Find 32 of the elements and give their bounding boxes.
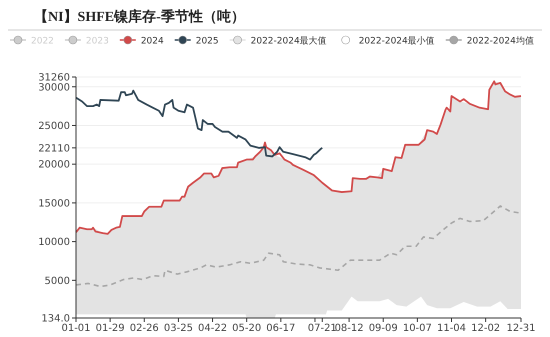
x-tick-label: 10-07 [402,323,432,334]
x-tick-label: 06-17 [266,323,296,334]
x-tick-label: 11-04 [436,323,466,334]
x-tick-label: 01-01 [61,323,91,334]
y-tick-label: 22110 [38,143,70,154]
line-series [75,90,324,160]
x-tick-label: 01-29 [96,323,125,334]
y-tick-label: 30000 [38,82,70,94]
x-tick-label: 02-26 [130,323,159,334]
x-tick-label: 12-31 [506,323,536,334]
x-tick-label: 03-25 [164,323,193,334]
x-tick-label: 09-09 [368,323,398,334]
y-tick-label: 20000 [38,160,70,171]
y-tick-label: 5000 [44,276,70,287]
x-tick-label: 08-12 [334,323,364,334]
line-series [75,205,521,288]
y-tick-label: 15000 [38,198,70,210]
legend-label: 2022-2024均值 [466,36,534,46]
y-tick-label: 31260 [38,72,70,84]
x-tick-label: 04-22 [198,323,228,334]
y-tick-label: 10000 [38,237,70,248]
chart-title: 【NI】SHFE镍库存-季节性（吨） [34,8,245,25]
y-tick-label: 25000 [38,120,70,132]
y-tick-label: 134.0 [41,314,70,324]
legend-label: 2022-2024最大值 [250,36,327,46]
legend-label: 2022-2024最小值 [358,36,435,46]
legend-label: 2025 [196,36,219,46]
x-tick-label: 07-21 [308,323,337,334]
line-series [75,80,522,235]
x-tick-label: 05-20 [232,323,262,334]
x-tick-label: 12-02 [471,323,500,334]
legend-label: 2024 [140,36,164,46]
